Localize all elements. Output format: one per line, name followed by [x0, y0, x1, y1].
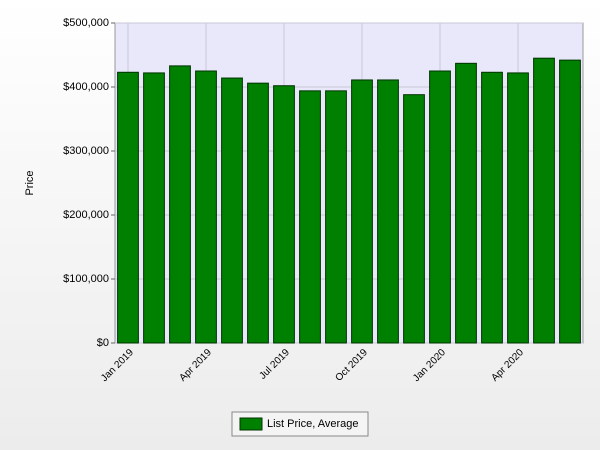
bar	[117, 71, 139, 344]
y-tick-label: $0	[97, 337, 109, 349]
bar	[377, 79, 399, 344]
bar	[143, 72, 165, 344]
bar	[481, 71, 503, 344]
y-tick-label: $100,000	[63, 273, 109, 285]
bar	[455, 62, 477, 344]
bar	[351, 79, 373, 344]
legend-swatch	[239, 417, 263, 431]
y-tick-label: $400,000	[63, 81, 109, 93]
y-tick-label: $300,000	[63, 145, 109, 157]
bar	[195, 70, 217, 344]
bar	[221, 77, 243, 344]
bar	[403, 94, 425, 344]
y-axis-label: Price	[24, 170, 36, 195]
bar	[429, 70, 451, 344]
bar	[507, 72, 529, 344]
bar	[169, 65, 191, 344]
bar	[533, 57, 555, 344]
bar	[325, 90, 347, 344]
y-tick-label: $500,000	[63, 17, 109, 29]
plot-area	[114, 22, 584, 344]
y-tick-label: $200,000	[63, 209, 109, 221]
legend-label: List Price, Average	[267, 418, 359, 430]
bar	[273, 85, 295, 344]
bar	[559, 59, 581, 344]
bar	[247, 82, 269, 344]
bar	[299, 90, 321, 344]
